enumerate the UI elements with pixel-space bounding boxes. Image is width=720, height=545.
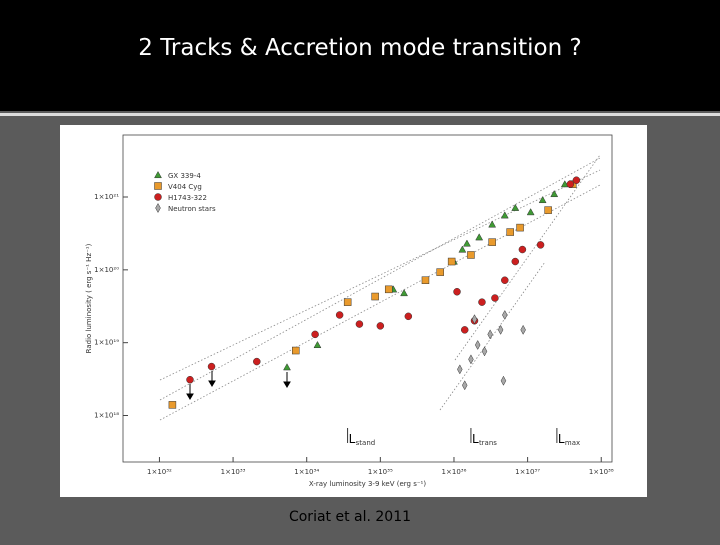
y-tick-label: 1×10¹⁸ <box>94 412 119 420</box>
point <box>355 320 364 328</box>
point <box>500 375 507 386</box>
point <box>457 364 463 375</box>
legend-label: Neutron stars <box>168 205 216 213</box>
y-axis-label: Radio luminosity ( erg s⁻¹ Hz⁻¹) <box>85 243 93 353</box>
point <box>283 363 291 371</box>
point <box>538 195 547 204</box>
annotation-label: L <box>472 432 479 446</box>
point <box>536 241 545 249</box>
title-band <box>0 0 720 111</box>
point <box>292 346 300 355</box>
point <box>491 294 499 302</box>
point <box>511 203 520 211</box>
point <box>421 276 430 284</box>
legend-label: H1743-322 <box>168 194 207 202</box>
x-tick-label: 1×10³³ <box>221 468 246 476</box>
point <box>488 220 497 228</box>
y-tick-label: 1×10¹⁹ <box>94 339 119 347</box>
point <box>253 357 261 366</box>
plot-frame <box>122 134 613 463</box>
point <box>467 251 475 259</box>
point <box>550 189 559 198</box>
point <box>474 339 481 350</box>
x-axis-label: X-ray luminosity 3-9 keV (erg s⁻¹) <box>309 480 426 488</box>
legend-marker <box>154 193 162 201</box>
legend-marker <box>155 202 161 214</box>
legend-marker <box>154 170 162 179</box>
annotation-sub: max <box>565 439 580 447</box>
fit-lines <box>159 154 601 421</box>
annotation-sub: trans <box>479 439 497 447</box>
caption: Coriat et al. 2011 <box>289 509 411 525</box>
point <box>497 324 504 335</box>
annotation-label: L <box>349 432 356 446</box>
annotation-label: L <box>558 432 565 446</box>
point <box>460 326 469 334</box>
point <box>186 375 194 384</box>
x-tick-label: 1×10³⁵ <box>368 468 393 476</box>
point <box>478 298 486 306</box>
point <box>436 268 444 276</box>
point <box>384 285 393 294</box>
point <box>487 329 493 340</box>
point <box>461 380 468 391</box>
point <box>453 288 461 296</box>
point <box>447 257 456 266</box>
point <box>511 257 520 266</box>
x-tick-label: 1×10³⁸ <box>589 468 614 476</box>
point <box>404 312 413 321</box>
point <box>544 206 552 214</box>
x-tick-label: 1×10³² <box>147 468 172 476</box>
point <box>502 309 508 321</box>
point <box>516 223 524 232</box>
point <box>520 324 526 335</box>
divider <box>0 113 720 116</box>
point <box>468 354 474 365</box>
annotation-sub: stand <box>356 439 376 447</box>
point <box>506 228 514 236</box>
point <box>458 245 467 253</box>
slide-title: 2 Tracks & Accretion mode transition ? <box>138 35 581 61</box>
point <box>526 208 535 216</box>
point <box>518 245 527 254</box>
legend-marker <box>154 182 162 190</box>
point <box>335 311 344 319</box>
point <box>311 330 319 339</box>
x-tick-label: 1×10³⁶ <box>442 468 467 476</box>
point <box>400 289 408 297</box>
point <box>343 298 352 306</box>
point <box>463 239 471 247</box>
x-tick-label: 1×10³⁷ <box>515 468 540 476</box>
y-tick-label: 1×10²¹ <box>94 193 119 201</box>
point <box>560 180 569 188</box>
upper-limit-arrows <box>186 371 291 400</box>
legend-label: V404 Cyg <box>168 183 202 191</box>
point <box>475 233 484 241</box>
point <box>471 314 478 325</box>
y-tick-label: 1×10²⁰ <box>94 266 119 274</box>
point <box>481 346 488 357</box>
point <box>501 276 509 284</box>
point <box>500 211 509 219</box>
point <box>371 292 379 301</box>
point <box>313 340 322 349</box>
point <box>168 401 177 409</box>
point <box>207 362 216 371</box>
point <box>566 180 575 188</box>
legend-label: GX 339-4 <box>168 172 201 180</box>
point <box>376 322 385 330</box>
point <box>488 238 496 246</box>
x-tick-label: 1×10³⁴ <box>294 468 319 476</box>
point <box>572 176 581 184</box>
